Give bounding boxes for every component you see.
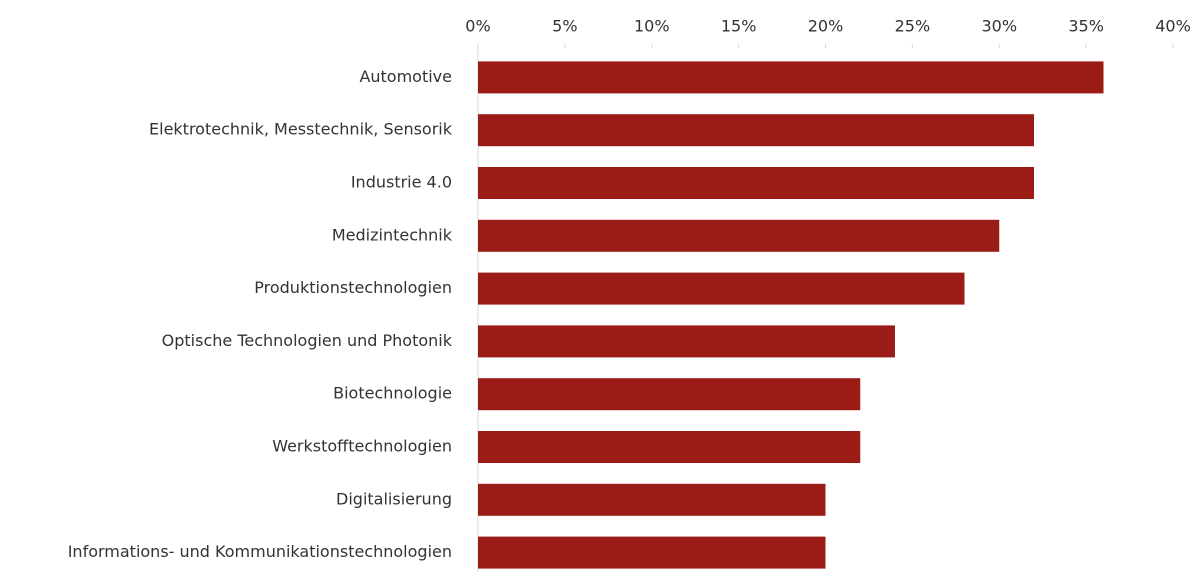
bar: [478, 167, 1034, 199]
x-tick-label: 5%: [552, 17, 577, 36]
y-tick-label: Optische Technologien und Photonik: [162, 331, 453, 350]
x-tick-label: 10%: [634, 17, 670, 36]
x-tick-label: 15%: [721, 17, 757, 36]
y-tick-label: Medizintechnik: [332, 225, 453, 244]
bar: [478, 325, 895, 358]
y-tick-label: Produktionstechnologien: [254, 278, 452, 297]
y-tick-label: Werkstofftechnologien: [272, 437, 452, 456]
y-tick-label: Digitalisierung: [336, 489, 452, 508]
x-tick-label: 25%: [895, 17, 931, 36]
bar: [478, 219, 1000, 252]
y-tick-label: Informations- und Kommunikationstechnolo…: [68, 542, 452, 561]
bar: [478, 272, 965, 305]
y-tick-label: Elektrotechnik, Messtechnik, Sensorik: [149, 120, 453, 139]
bar: [478, 61, 1104, 94]
bar: [478, 536, 826, 569]
x-tick-label: 40%: [1155, 17, 1191, 36]
x-tick-label: 0%: [465, 17, 490, 36]
x-tick-label: 30%: [981, 17, 1017, 36]
bar: [478, 378, 861, 411]
bar: [478, 431, 861, 463]
y-tick-label: Automotive: [359, 67, 452, 86]
x-tick-label: 35%: [1068, 17, 1104, 36]
bar: [478, 483, 826, 516]
bar: [478, 114, 1034, 147]
y-tick-label: Industrie 4.0: [351, 173, 452, 192]
y-tick-label: Biotechnologie: [333, 384, 452, 403]
x-tick-label: 20%: [808, 17, 844, 36]
